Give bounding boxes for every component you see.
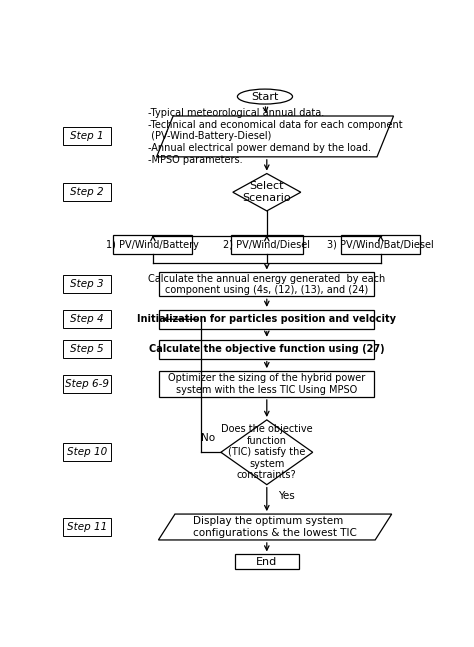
Text: Calculate the annual energy generated  by each
component using (4s, (12), (13), : Calculate the annual energy generated by… <box>148 274 385 295</box>
Text: Initialization for particles position and velocity: Initialization for particles position an… <box>137 314 396 324</box>
Text: Step 1: Step 1 <box>70 131 104 142</box>
Text: Step 11: Step 11 <box>67 522 107 532</box>
Text: Yes: Yes <box>278 490 294 501</box>
Text: Step 6-9: Step 6-9 <box>65 379 109 389</box>
Text: Optimizer the sizing of the hybrid power
system with the less TIC Using MPSO: Optimizer the sizing of the hybrid power… <box>168 373 365 395</box>
Text: Does the objective
function
(TIC) satisfy the
system
constraints?: Does the objective function (TIC) satisf… <box>221 424 313 481</box>
Text: -Typical meteorological annual data.
-Technical and economical data for each com: -Typical meteorological annual data. -Te… <box>148 108 402 164</box>
Text: Display the optimum system
configurations & the lowest TIC: Display the optimum system configuration… <box>193 516 357 538</box>
Text: Step 3: Step 3 <box>70 280 104 289</box>
Text: 2) PV/Wind/Diesel: 2) PV/Wind/Diesel <box>223 239 310 250</box>
Text: Step 2: Step 2 <box>70 187 104 197</box>
Text: Step 4: Step 4 <box>70 314 104 324</box>
Text: Step 10: Step 10 <box>67 447 107 457</box>
Text: Calculate the objective function using (27): Calculate the objective function using (… <box>149 344 384 354</box>
Text: Step 5: Step 5 <box>70 344 104 354</box>
Text: 3) PV/Wind/Bat/Diesel: 3) PV/Wind/Bat/Diesel <box>328 239 434 250</box>
Text: 1) PV/Wind/Battery: 1) PV/Wind/Battery <box>107 239 200 250</box>
Text: No: No <box>201 433 215 443</box>
Text: Select
Scenario: Select Scenario <box>243 181 291 203</box>
Text: End: End <box>256 557 277 567</box>
Text: Start: Start <box>251 92 279 102</box>
